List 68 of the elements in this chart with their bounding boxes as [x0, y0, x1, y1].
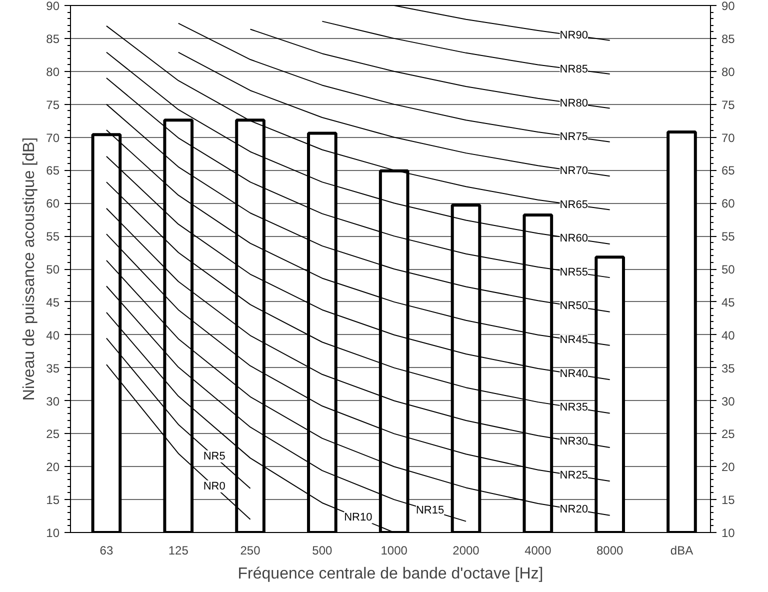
x-tick-label: 8000	[596, 544, 624, 558]
x-tick-label: 1000	[380, 544, 408, 558]
series-label: NR90	[560, 29, 588, 42]
y-tick-label: 40	[46, 328, 60, 342]
y2-tick-label: 20	[722, 460, 736, 474]
x-tick-label: 500	[312, 544, 333, 558]
y-tick-label: 25	[46, 427, 60, 442]
series-label: NR55	[560, 266, 588, 278]
series-label: NR5	[203, 450, 226, 462]
line-series	[178, 22, 610, 142]
y-tick-label: 55	[46, 230, 60, 244]
y-tick-label: 10	[46, 526, 60, 540]
x-tick-label: 4000	[524, 544, 552, 558]
y-tick-label: 90	[46, 0, 60, 13]
series-label: NR15	[416, 504, 444, 516]
y2-tick-label: 90	[722, 0, 736, 13]
series-label: NR50	[560, 300, 588, 312]
y2-tick-label: 65	[722, 164, 736, 178]
series-label: NR30	[560, 436, 588, 448]
y-tick-label: 85	[46, 32, 60, 46]
y-tick-label: 65	[46, 164, 60, 178]
series-label: NR20	[560, 503, 588, 516]
y2-tick-label: 30	[722, 394, 736, 408]
y-tick-label: 20	[46, 460, 60, 474]
series-label: NR60	[560, 232, 588, 245]
y-tick-label: 80	[46, 64, 60, 79]
series-label: NR80	[560, 97, 588, 110]
y-tick-label: 70	[46, 130, 60, 145]
y2-tick-label: 70	[722, 130, 736, 145]
y2-tick-label: 25	[722, 427, 736, 442]
y2-tick-label: 60	[722, 196, 736, 211]
y-tick-label: 50	[46, 262, 60, 276]
x-axis-title: Fréquence centrale de bande d'octave [Hz]	[238, 566, 544, 582]
y2-tick-label: 15	[722, 493, 736, 508]
series-label: NR70	[560, 164, 588, 177]
y-tick-label: 45	[46, 295, 60, 310]
line-series	[322, 20, 610, 75]
y2-tick-label: 80	[722, 64, 736, 79]
y-axis-title: Niveau de puissance acoustique [dB]	[21, 137, 38, 401]
y2-tick-label: 45	[722, 295, 736, 310]
y-tick-label: 60	[46, 196, 60, 211]
series-label: NR0	[203, 480, 226, 492]
series-label: NR65	[560, 198, 588, 211]
x-tick-label: 125	[168, 544, 189, 558]
series-label: NR75	[560, 130, 588, 143]
x-tick-label: dBA	[670, 544, 694, 558]
x-tick-label: 63	[100, 544, 114, 558]
line-series	[250, 28, 610, 109]
y2-tick-label: 10	[722, 526, 736, 540]
y2-tick-label: 50	[722, 262, 736, 276]
series-label: NR35	[560, 402, 588, 414]
y2-tick-label: 85	[722, 32, 736, 46]
y-tick-label: 75	[46, 98, 60, 112]
y-tick-label: 15	[46, 493, 60, 508]
y2-tick-label: 75	[722, 98, 736, 112]
series-label: NR85	[560, 63, 588, 76]
y-tick-label: 30	[46, 394, 60, 408]
y2-tick-label: 55	[722, 230, 736, 244]
x-tick-label: 250	[240, 544, 261, 558]
series-label: NR25	[560, 470, 588, 482]
y2-tick-label: 35	[722, 361, 736, 376]
series-label: NR10	[344, 512, 372, 524]
x-tick-label: 2000	[452, 544, 480, 558]
y2-tick-label: 40	[722, 328, 736, 342]
y-tick-label: 35	[46, 361, 60, 376]
series-label: NR45	[560, 334, 588, 346]
series-label: NR40	[560, 368, 588, 380]
line-series	[178, 52, 610, 177]
